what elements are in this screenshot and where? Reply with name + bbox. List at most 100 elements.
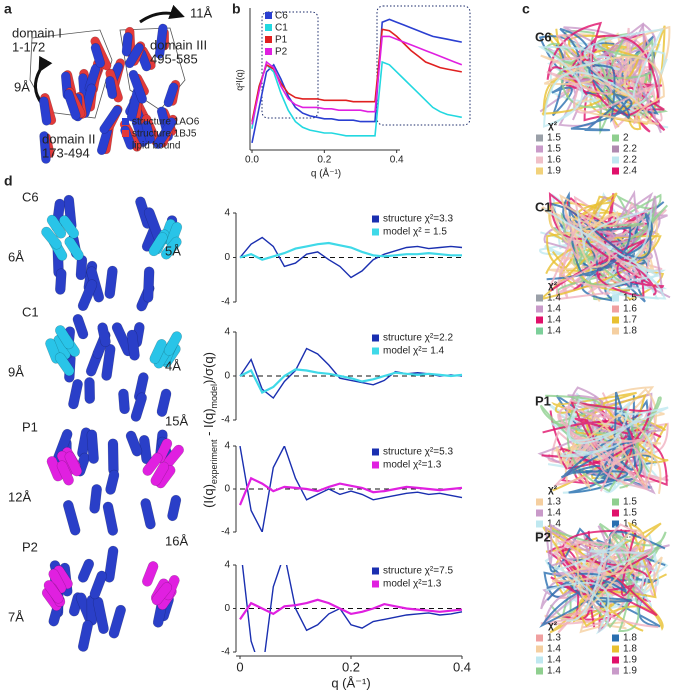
panel-label: a <box>4 1 12 17</box>
legend-swatch <box>536 667 543 675</box>
chi2-header: χ² <box>548 485 558 496</box>
legend-swatch <box>536 645 543 653</box>
helix <box>156 388 172 417</box>
helix <box>140 498 156 530</box>
helix <box>77 279 98 311</box>
chi2-value: 1.5 <box>547 144 561 155</box>
structure-trace <box>548 213 644 288</box>
legend-label: structure χ²=7.5 <box>383 566 453 577</box>
chi2-value: 1.6 <box>623 530 637 541</box>
x-axis-label: q (Å⁻¹) <box>311 167 341 180</box>
helix <box>126 329 140 361</box>
structure-trace <box>564 49 663 115</box>
chi2-value: 1.4 <box>547 508 561 519</box>
legend-swatch <box>372 215 379 223</box>
legend-swatch <box>536 167 543 175</box>
helix <box>63 89 81 121</box>
legend-swatch <box>612 327 619 335</box>
legend-swatch <box>612 509 619 517</box>
helix <box>55 325 75 350</box>
helix <box>163 331 183 356</box>
domain-range: 173-494 <box>42 145 90 160</box>
helix <box>167 494 182 522</box>
helix <box>41 226 62 250</box>
y-axis-label-part: (I(q) <box>201 484 216 508</box>
structure-trace <box>560 398 669 458</box>
helix <box>128 69 148 104</box>
model-name: P1 <box>535 393 551 408</box>
legend-label: structure χ²=2.2 <box>383 333 453 344</box>
legend-swatch <box>122 130 129 137</box>
legend-swatch <box>612 498 619 506</box>
data-line <box>238 476 463 506</box>
data-line <box>239 598 463 621</box>
chi2-header: χ² <box>548 621 558 632</box>
data-line <box>251 28 462 122</box>
structure-trace <box>540 45 665 125</box>
model-name: C1 <box>22 304 39 319</box>
domain-name: domain I <box>12 25 62 40</box>
domain-range: 1-172 <box>12 39 45 54</box>
legend-swatch <box>372 567 379 575</box>
helix <box>149 339 167 365</box>
zoom-box <box>261 11 319 119</box>
legend-swatch <box>536 498 543 506</box>
chi2-value: 1.8 <box>623 326 637 337</box>
helix <box>68 378 83 410</box>
shift-label: 4Å <box>165 358 181 373</box>
legend-swatch <box>536 294 543 302</box>
structure-trace <box>540 206 658 275</box>
helix <box>108 604 126 639</box>
chi2-value: 2.4 <box>623 166 637 177</box>
data-line <box>239 241 462 261</box>
helix <box>101 343 116 381</box>
y-tick-label: 4 <box>224 560 230 571</box>
chi2-value: 1.8 <box>623 644 637 655</box>
chi2-value: 2.2 <box>623 155 637 166</box>
model-name: P2 <box>535 529 551 544</box>
y-tick-label: 0 <box>224 603 230 614</box>
helix <box>118 388 130 415</box>
helix <box>64 236 84 261</box>
y-tick-label: 0 <box>224 371 230 382</box>
structure-trace <box>543 208 667 300</box>
helix <box>142 266 155 303</box>
shift-label: 15Å <box>165 413 188 428</box>
legend-swatch <box>372 347 379 355</box>
data-line <box>239 368 463 394</box>
chi2-value: 1.9 <box>547 166 561 177</box>
helix <box>163 82 179 108</box>
helix <box>84 377 96 404</box>
helix <box>90 43 106 68</box>
shift-label: 7Å <box>8 609 24 624</box>
model-name: P1 <box>22 419 38 434</box>
legend-swatch <box>536 156 543 164</box>
legend-swatch <box>612 656 619 664</box>
chi2-value: 1.4 <box>547 304 561 315</box>
data-line <box>251 60 462 137</box>
legend-swatch <box>265 36 272 43</box>
legend-swatch <box>372 228 379 236</box>
helix <box>153 117 177 149</box>
legend-swatch <box>612 156 619 164</box>
panel-label: b <box>232 1 241 17</box>
y-axis-label-part: )/σ(q) <box>201 352 216 384</box>
chi2-header: χ² <box>548 121 558 132</box>
legend-label: structure 1BJ5 <box>132 129 197 140</box>
data-line <box>251 35 463 125</box>
legend-swatch <box>372 580 379 588</box>
chi2-value: 2 <box>623 133 629 144</box>
helix <box>77 558 95 583</box>
shift-label: 16Å <box>165 533 188 548</box>
helix <box>72 314 89 340</box>
helix <box>141 120 155 144</box>
helix <box>154 23 168 59</box>
structure-trace <box>537 28 665 128</box>
legend-swatch <box>372 448 379 456</box>
y-tick-label: 4 <box>224 208 230 219</box>
legend-swatch <box>536 656 543 664</box>
legend-swatch <box>612 145 619 153</box>
data-line <box>239 446 463 532</box>
chi2-value: 1.5 <box>623 293 637 304</box>
legend-label: model χ²=1.3 <box>383 460 442 471</box>
